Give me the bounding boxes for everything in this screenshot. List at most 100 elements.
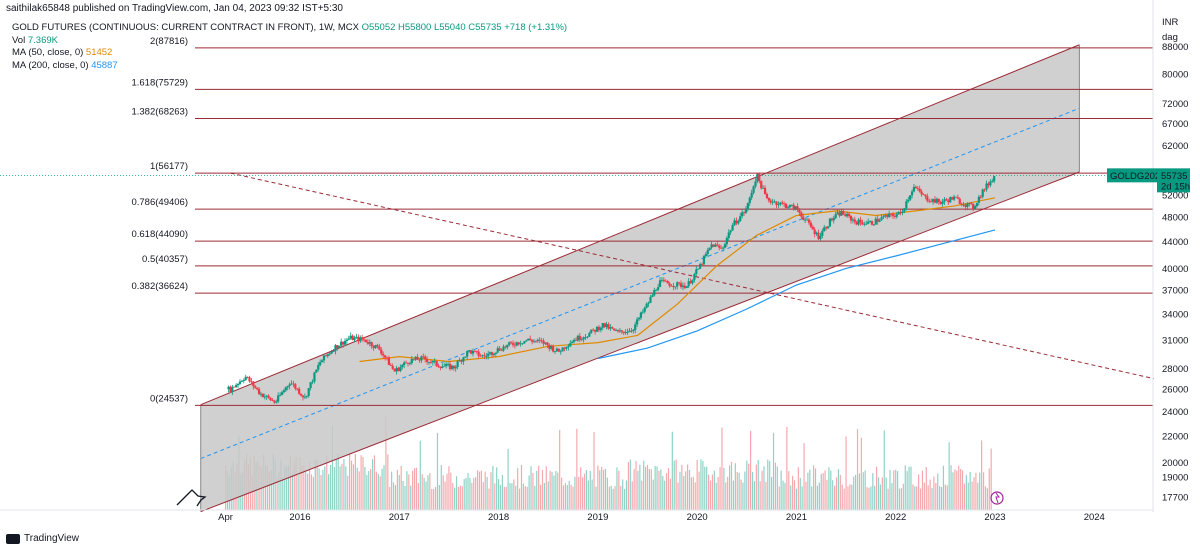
publisher-line: saithilak65848 published on TradingView.…	[6, 3, 343, 14]
candle-body	[763, 187, 767, 194]
candle-body	[987, 183, 990, 186]
volume-bar	[423, 477, 425, 510]
candle-body	[605, 324, 608, 328]
candle-body	[739, 216, 742, 221]
candle-body	[546, 342, 549, 345]
candle-body	[592, 329, 595, 331]
legend-ma50-row[interactable]: MA (50, close, 0) 51452	[12, 47, 567, 60]
volume-bar	[811, 486, 813, 510]
candle-body	[786, 207, 790, 208]
volume-bar	[870, 486, 872, 510]
volume-bar	[597, 465, 599, 510]
legend-ma200-row[interactable]: MA (200, close, 0) 45887	[12, 60, 567, 73]
volume-bar	[608, 486, 610, 510]
volume-bar	[862, 472, 864, 510]
volume-bar	[505, 486, 507, 510]
axis-tick-top: 88000	[1162, 42, 1188, 53]
candle-body	[637, 317, 641, 320]
volume-bar	[400, 465, 402, 510]
candle-body	[332, 351, 335, 352]
volume-bar	[530, 466, 532, 510]
candle-body	[737, 220, 740, 224]
time-tick-2021: 2021	[786, 512, 807, 523]
candle-body	[576, 335, 580, 341]
candle-body	[460, 360, 463, 362]
candle-body	[830, 218, 833, 221]
candle-body	[477, 351, 480, 356]
regression-channel	[200, 44, 1154, 513]
volume-bar	[326, 455, 328, 510]
candle-body	[561, 347, 564, 352]
volume-bar	[643, 460, 645, 510]
candle-body	[529, 338, 532, 341]
candle-body	[590, 329, 593, 333]
volume-bar	[954, 469, 956, 510]
volume-bar	[961, 470, 964, 510]
candle-body	[269, 397, 272, 401]
candle-body	[855, 221, 858, 225]
volume-bar	[589, 470, 591, 510]
ohlc-values: O55052 H55800 L55040 C55735 +718 (+1.31%…	[361, 22, 568, 33]
candle-body	[359, 337, 362, 342]
candle-body	[762, 187, 765, 189]
volume-bar	[795, 488, 798, 510]
volume-bar	[518, 488, 521, 510]
candle-body	[380, 349, 383, 354]
volume-bar	[328, 474, 330, 510]
volume-bar	[446, 473, 448, 510]
candle-body	[290, 383, 293, 385]
volume-bar	[904, 465, 906, 510]
volume-bar	[845, 436, 847, 510]
candle-body	[305, 395, 308, 397]
volume-bar	[364, 466, 366, 510]
volume-bar	[398, 474, 400, 510]
volume-bar	[547, 481, 549, 510]
volume-bar	[856, 429, 859, 510]
legend-symbol-row[interactable]: GOLD FUTURES (CONTINUOUS: CURRENT CONTRA…	[12, 22, 567, 35]
candle-body	[227, 386, 230, 390]
fib-label-1-618: 1.618(75729)	[131, 77, 188, 88]
volume-bar	[345, 466, 347, 510]
volume-bar	[392, 482, 395, 510]
volume-bar	[551, 472, 553, 510]
candle-body	[658, 280, 662, 288]
candle-body	[378, 346, 381, 350]
candle-body	[319, 362, 322, 365]
legend-volume-row[interactable]: Vol 7.369K	[12, 35, 567, 48]
candle-body	[863, 223, 866, 225]
volume-bar	[379, 476, 381, 510]
candle-body	[639, 312, 643, 318]
candle-body	[588, 332, 591, 337]
time-tick-apr: Apr	[218, 512, 233, 523]
candle-body	[622, 331, 625, 334]
tradingview-footer[interactable]: TradingView	[6, 533, 79, 544]
candle-body	[792, 204, 795, 210]
candle-body	[395, 367, 398, 372]
volume-bar	[799, 477, 801, 510]
candle-body	[256, 387, 259, 390]
candle-body	[542, 340, 545, 344]
candle-body	[930, 201, 933, 203]
axis-tick-62000: 62000	[1162, 141, 1188, 152]
candle-body	[951, 197, 954, 200]
axis-tick-20000: 20000	[1162, 458, 1188, 469]
candle-body	[804, 219, 807, 221]
candle-body	[355, 336, 358, 338]
candle-body	[454, 367, 457, 369]
fib-label-0-5: 0.5(40357)	[142, 254, 188, 265]
candle-body	[508, 342, 511, 345]
candle-body	[490, 352, 494, 355]
time-tick-2017: 2017	[389, 512, 410, 523]
volume-bar	[751, 471, 754, 510]
volume-bar	[499, 484, 502, 510]
volume-bar	[427, 475, 429, 510]
candle-body	[404, 362, 408, 364]
candle-body	[368, 342, 371, 344]
volume-bar	[937, 473, 939, 510]
candle-body	[731, 225, 734, 231]
candle-body	[977, 196, 980, 203]
candle-body	[504, 346, 507, 348]
volume-bar	[958, 465, 960, 510]
volume-bar	[633, 469, 635, 510]
